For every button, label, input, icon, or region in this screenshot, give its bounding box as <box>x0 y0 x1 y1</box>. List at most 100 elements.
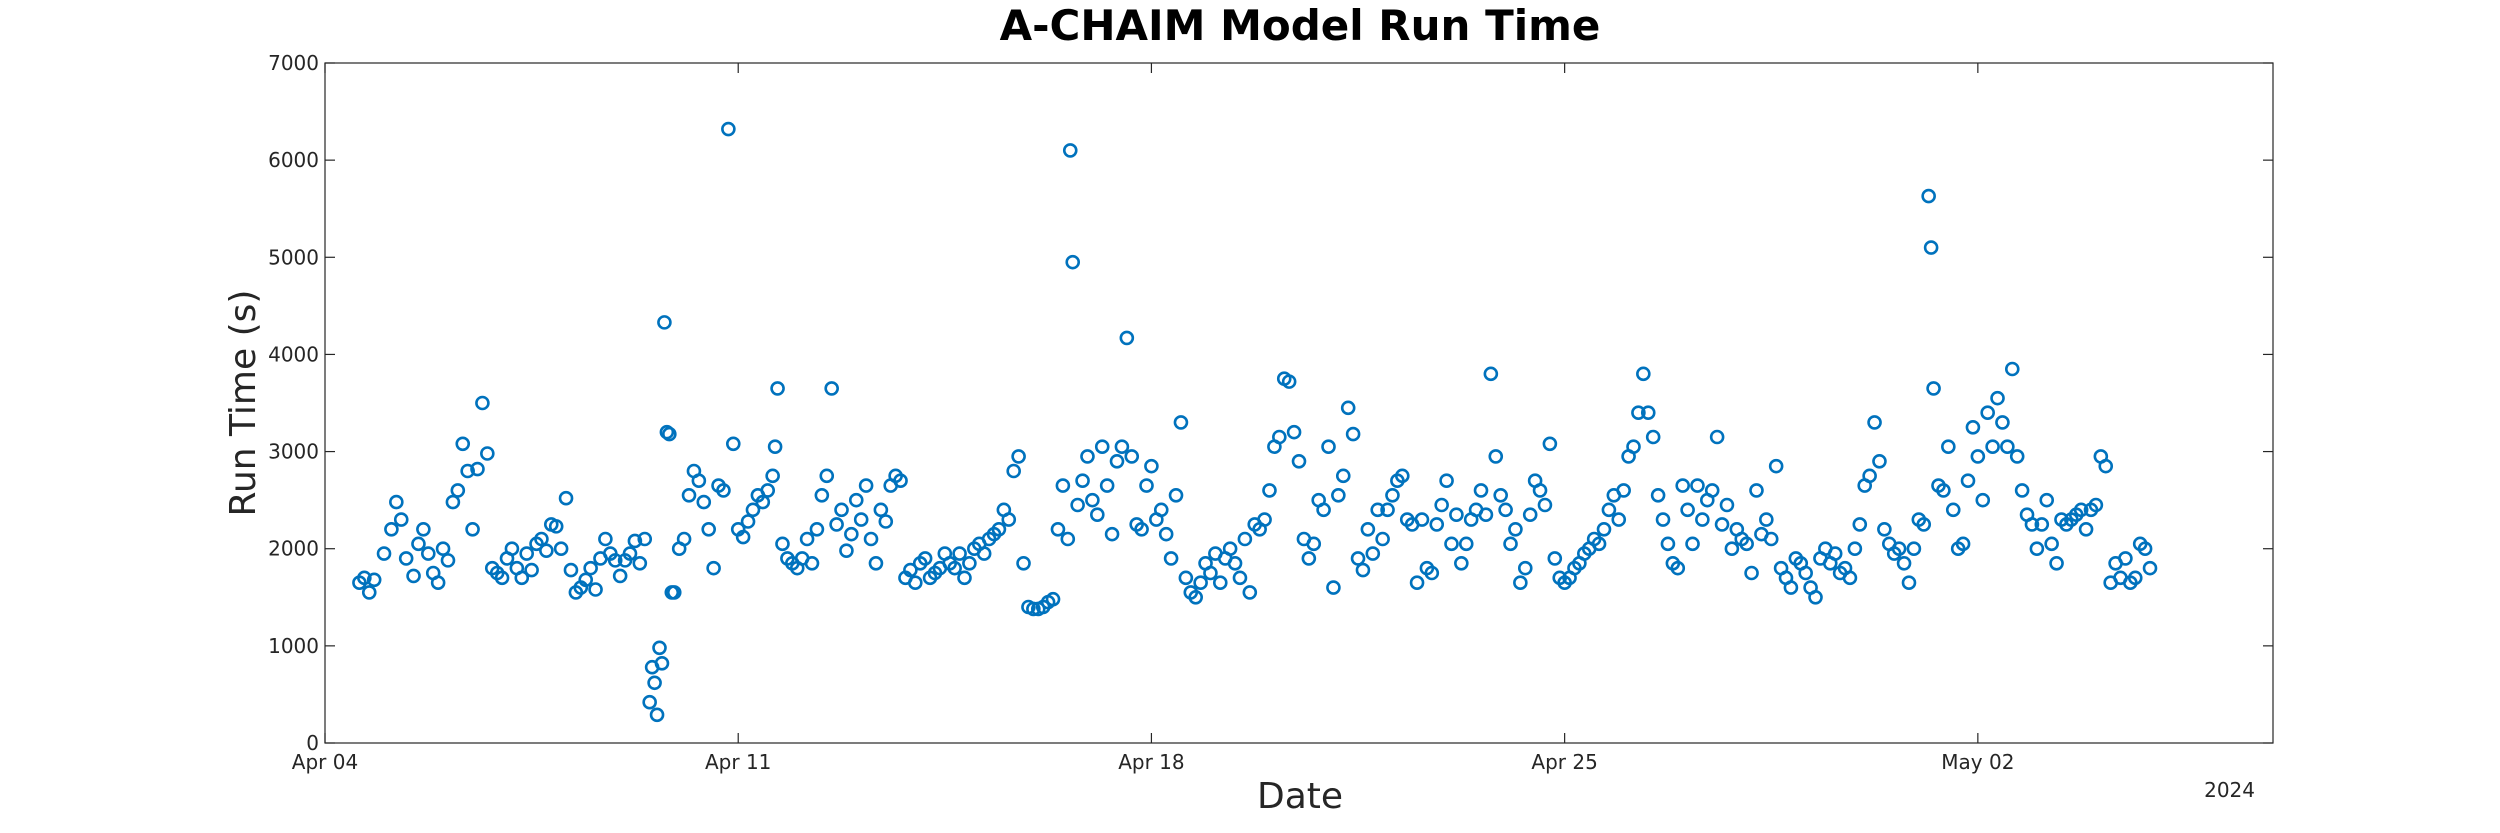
data-point <box>1335 468 1351 484</box>
data-point <box>1109 453 1125 469</box>
x-tick-label: Apr 11 <box>705 750 771 774</box>
data-point <box>2049 555 2064 571</box>
data-point <box>1090 507 1105 523</box>
data-point <box>1262 483 1277 498</box>
data-point <box>366 572 382 588</box>
x-tick-label: Apr 25 <box>1531 750 1597 774</box>
data-point <box>1370 502 1386 518</box>
data-point <box>2034 517 2050 532</box>
data-point <box>1955 536 1971 552</box>
data-point <box>1158 526 1174 542</box>
data-point <box>1503 536 1518 552</box>
data-point <box>1970 449 1986 464</box>
data-point <box>976 546 992 561</box>
data-point <box>1119 330 1135 346</box>
data-points <box>352 121 2158 723</box>
data-point <box>1965 419 1981 435</box>
data-point <box>519 546 534 561</box>
data-point <box>1060 531 1076 547</box>
data-point <box>534 531 549 547</box>
data-point <box>2014 483 2030 498</box>
data-point <box>1395 468 1410 484</box>
data-point <box>1011 449 1026 464</box>
data-point <box>1409 575 1425 591</box>
data-point <box>1690 478 1705 493</box>
data-point <box>1434 497 1449 513</box>
data-point <box>1483 366 1499 382</box>
data-point <box>1281 374 1297 389</box>
data-point <box>1695 512 1710 527</box>
data-point <box>1375 531 1390 547</box>
data-point <box>824 381 839 396</box>
y-tick-label: 5000 <box>268 245 319 269</box>
data-point <box>1178 570 1194 586</box>
data-point <box>1168 487 1184 503</box>
data-point <box>1513 575 1528 591</box>
data-point <box>1488 449 1504 464</box>
data-point <box>1936 483 1951 498</box>
data-point <box>1227 555 1243 571</box>
data-point <box>1941 439 1956 455</box>
data-point <box>1923 240 1939 255</box>
data-point <box>1070 497 1085 513</box>
data-point <box>1650 487 1666 503</box>
data-point <box>563 562 579 578</box>
data-point <box>1877 521 1892 537</box>
data-point <box>2004 361 2020 377</box>
data-point <box>1242 585 1258 600</box>
data-point <box>1768 458 1784 474</box>
data-point <box>676 531 692 547</box>
data-point <box>1660 536 1676 552</box>
data-point <box>376 546 392 561</box>
y-tick-label: 0 <box>306 731 319 755</box>
data-point <box>1980 405 1995 421</box>
data-point <box>740 514 756 529</box>
data-point <box>357 570 372 586</box>
chart-title: A-CHAIM Model Run Time <box>1000 1 1601 50</box>
data-point <box>361 585 377 600</box>
data-point <box>1985 439 2000 455</box>
data-point <box>2118 551 2133 566</box>
data-point <box>1257 512 1272 527</box>
data-point <box>804 555 820 571</box>
data-point <box>696 494 712 510</box>
data-point <box>1901 575 1917 591</box>
data-point <box>1759 512 1774 527</box>
data-point <box>1075 473 1090 489</box>
data-point <box>1616 483 1631 498</box>
y-tick-label: 2000 <box>268 537 319 561</box>
y-tick-label: 3000 <box>268 440 319 464</box>
data-point <box>2000 439 2015 455</box>
data-point <box>839 543 854 558</box>
data-point <box>1429 517 1445 532</box>
data-point <box>2009 449 2025 464</box>
data-point <box>1232 570 1248 586</box>
data-point <box>1995 415 2010 430</box>
data-point <box>716 483 731 498</box>
data-point <box>1203 565 1218 581</box>
data-point <box>1685 536 1700 552</box>
data-point <box>893 473 908 489</box>
data-point <box>1749 483 1764 498</box>
data-point <box>1891 541 1907 557</box>
data-point <box>494 570 510 586</box>
data-point <box>725 436 741 452</box>
data-point <box>1124 449 1140 464</box>
data-point <box>637 531 653 547</box>
data-point <box>1301 551 1317 566</box>
data-point <box>1360 521 1376 537</box>
data-point <box>1331 487 1346 503</box>
data-point <box>1640 405 1656 421</box>
data-point <box>903 562 918 578</box>
data-point <box>1163 551 1179 566</box>
data-point <box>1724 541 1740 557</box>
data-point <box>1626 439 1641 455</box>
data-point <box>393 512 409 527</box>
data-point <box>1867 415 1882 430</box>
data-point <box>1709 429 1725 445</box>
data-point <box>662 426 677 442</box>
data-point <box>1975 492 1991 508</box>
data-point <box>1517 560 1533 576</box>
data-point <box>1542 436 1558 452</box>
